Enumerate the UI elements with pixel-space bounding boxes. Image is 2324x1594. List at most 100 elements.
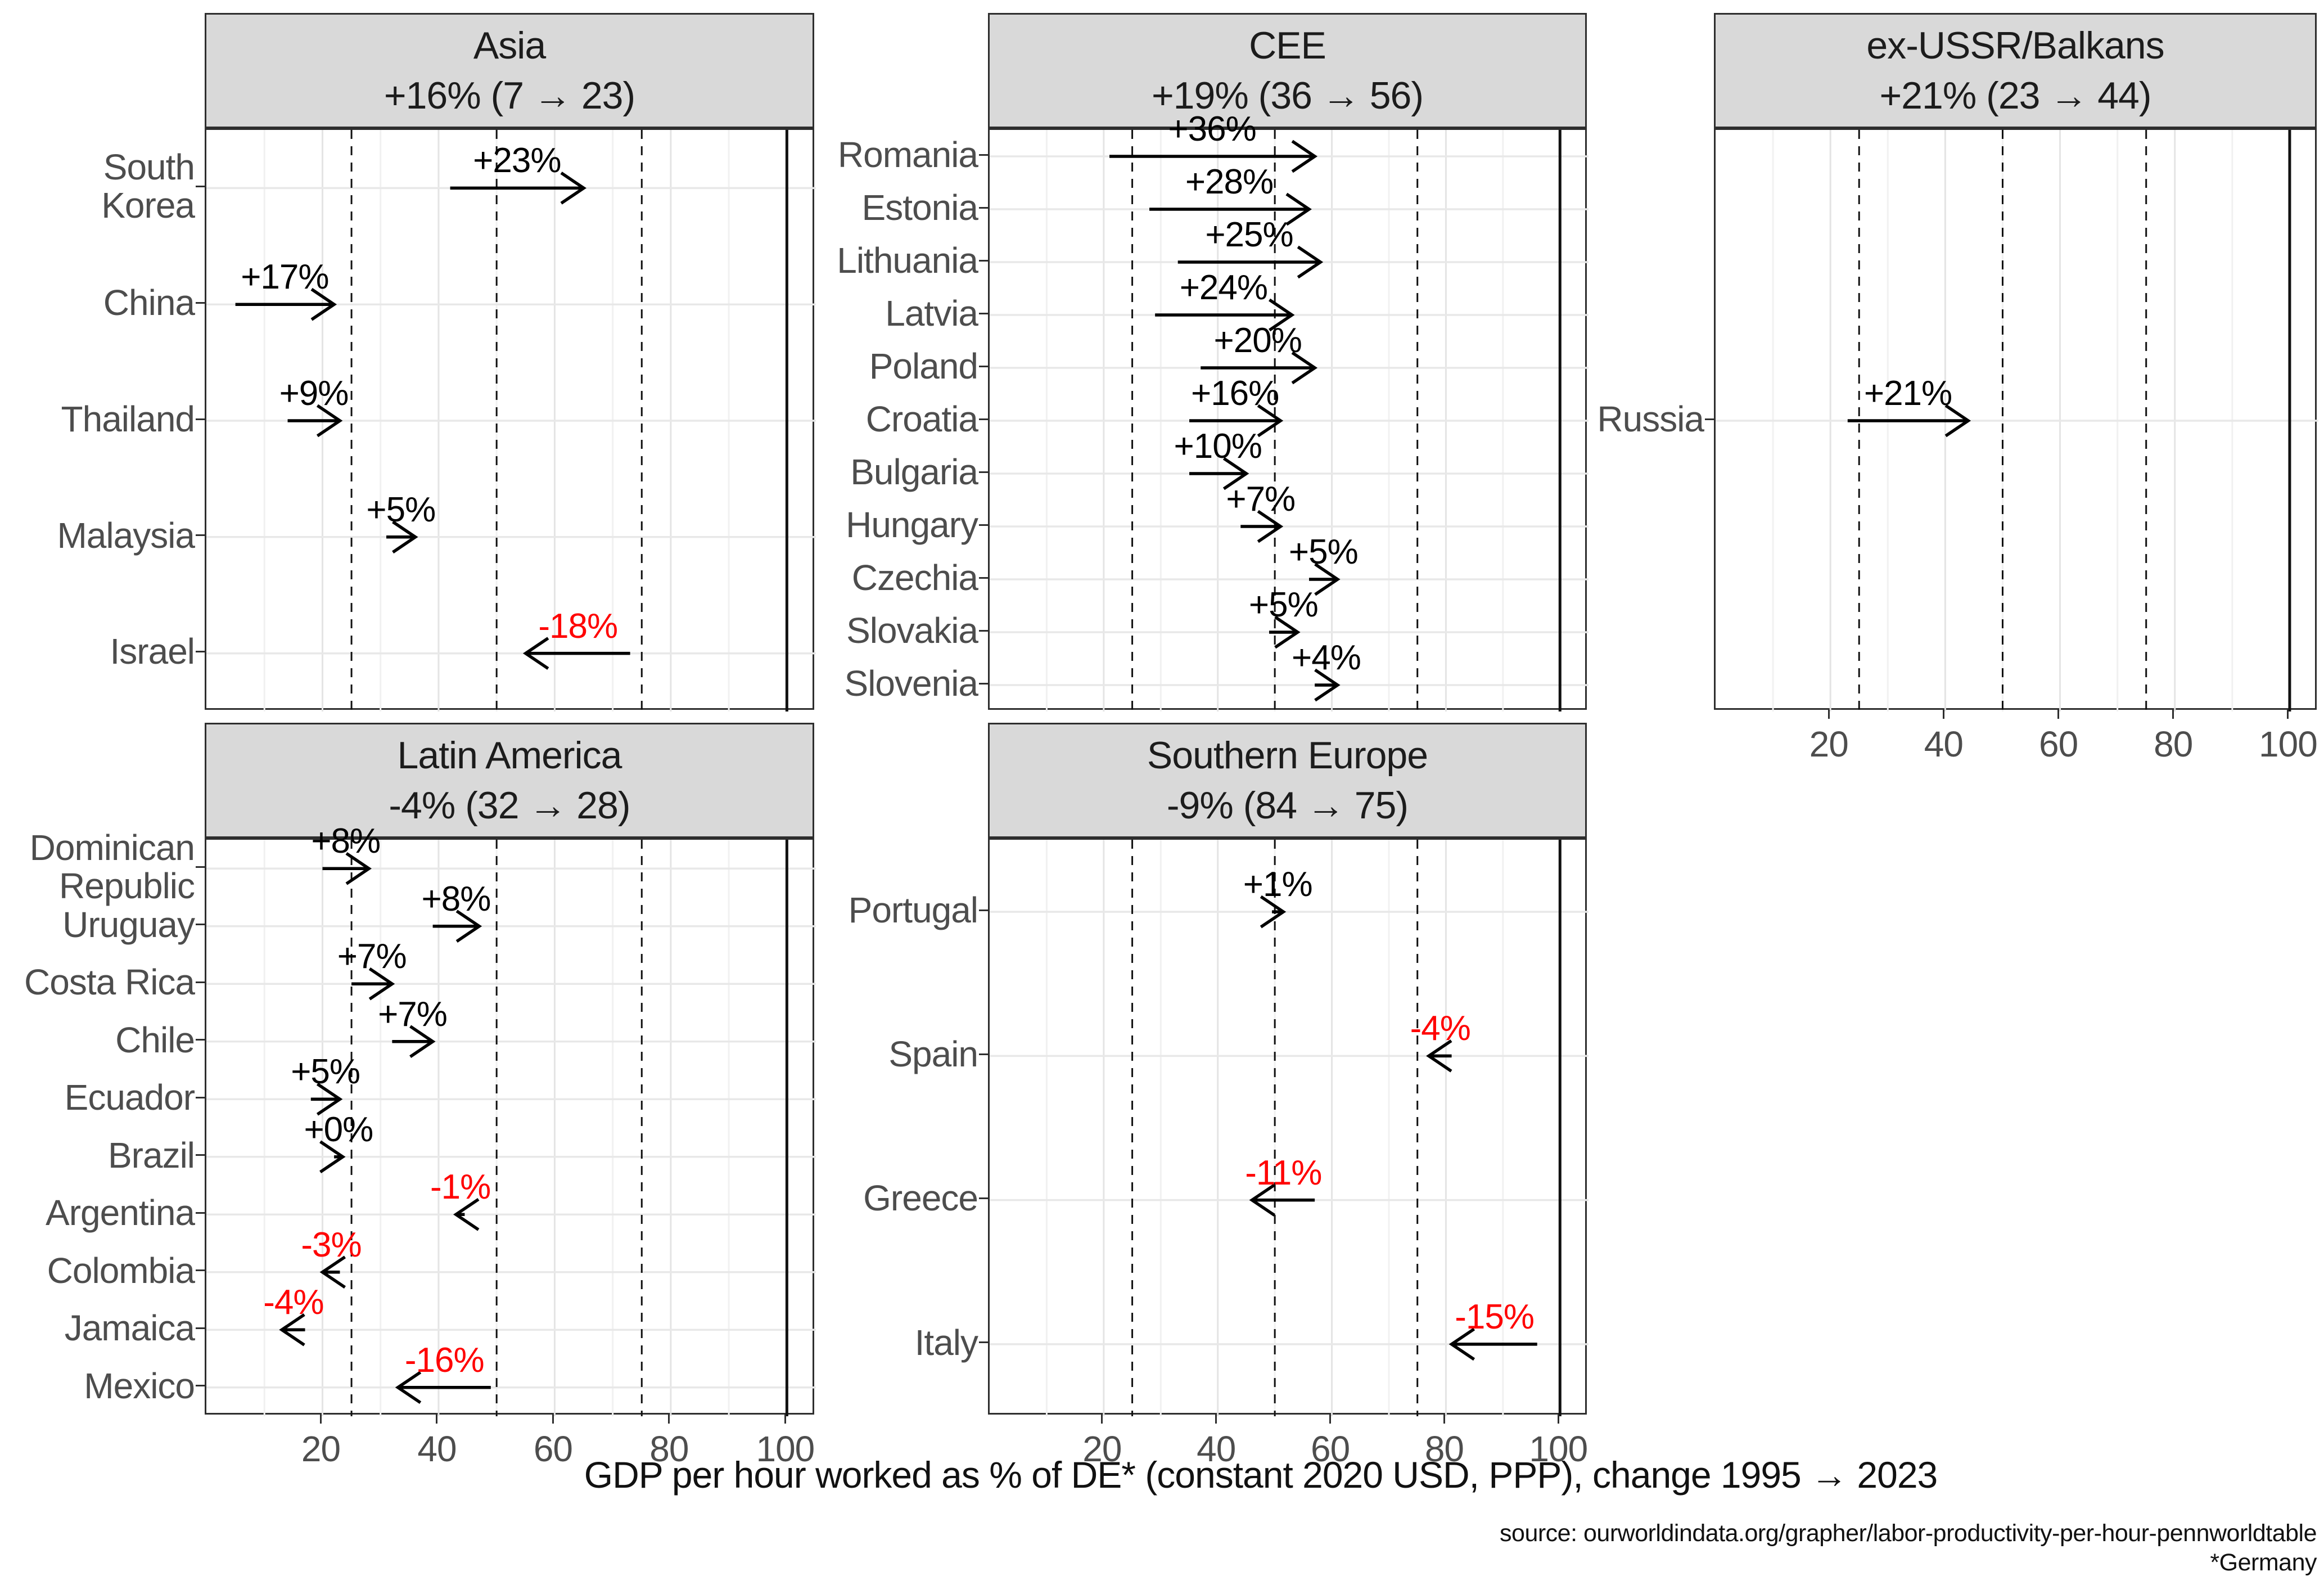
country-row-label: Bulgaria — [850, 451, 978, 492]
facet-strip: Latin America -4% (32 → 28) — [205, 723, 814, 838]
change-label: -18% — [538, 606, 618, 646]
y-tick-mark — [979, 365, 988, 367]
country-row-label: Jamaica — [64, 1308, 195, 1349]
change-label: -15% — [1455, 1297, 1535, 1336]
y-tick-mark — [979, 577, 988, 579]
change-arrow-head — [1297, 245, 1324, 279]
y-tick-mark — [196, 534, 205, 537]
change-label: +7% — [1226, 480, 1296, 519]
change-label: +9% — [279, 374, 349, 413]
y-tick-mark — [979, 909, 988, 911]
country-row-label: Israel — [110, 631, 196, 672]
change-label: -16% — [404, 1340, 485, 1380]
y-tick-mark — [979, 1053, 988, 1055]
y-tick-mark — [196, 924, 205, 926]
change-arrow-head — [279, 1313, 305, 1347]
change-label: +17% — [241, 258, 329, 297]
change-label: -3% — [301, 1225, 362, 1264]
change-label: +8% — [421, 879, 491, 918]
y-tick-mark — [979, 154, 988, 156]
y-tick-mark — [979, 418, 988, 420]
change-arrow-head — [455, 909, 482, 943]
country-row-label: Poland — [869, 345, 978, 386]
country-row-label: Hungary — [846, 504, 978, 545]
change-arrow-head — [319, 1255, 346, 1289]
change-arrow-head — [453, 1197, 480, 1231]
y-tick-mark — [196, 1212, 205, 1214]
country-row-label: Chile — [115, 1019, 195, 1060]
country-row-label: Costa Rica — [24, 962, 195, 1003]
x-tick-mark — [784, 1415, 786, 1424]
country-row-label: Czechia — [851, 557, 978, 598]
x-axis-title: GDP per hour worked as % of DE* (constan… — [584, 1454, 1938, 1496]
change-label: +5% — [291, 1052, 360, 1092]
change-label: +16% — [1190, 374, 1279, 413]
change-arrow-head — [1314, 668, 1341, 702]
y-tick-mark — [196, 981, 205, 983]
facet-strip: ex-USSR/Balkans +21% (23 → 44) — [1714, 13, 2317, 128]
change-arrow-head — [1285, 192, 1312, 226]
x-tick-mark — [1942, 710, 1944, 719]
y-tick-mark — [196, 866, 205, 868]
y-tick-mark — [196, 1269, 205, 1272]
x-tick-mark — [319, 1415, 322, 1424]
x-tick-mark — [436, 1415, 438, 1424]
facet-title: ex-USSR/Balkans — [1866, 24, 2164, 67]
country-row-label: Latvia — [885, 292, 978, 334]
y-tick-mark — [196, 1327, 205, 1329]
country-row-label: China — [103, 282, 195, 323]
country-row-label: Uruguay — [62, 904, 195, 945]
facet-panel: +21% — [1714, 128, 2318, 712]
change-label: +25% — [1205, 215, 1293, 254]
change-label: +24% — [1179, 268, 1268, 307]
change-label: -11% — [1245, 1153, 1322, 1192]
x-tick-label: 100 — [756, 1429, 815, 1469]
change-arrow-head — [1269, 298, 1295, 332]
y-tick-mark — [979, 206, 988, 209]
change-label: -4% — [1410, 1009, 1471, 1048]
facet-panel: +8% +8% +7% +7% +5% +0% -1% -3% -4% -16% — [205, 822, 816, 1416]
x-tick-label: 80 — [2154, 724, 2193, 764]
change-label: +7% — [337, 937, 407, 976]
facet-subtitle: -9% (84 → 75) — [1166, 784, 1409, 827]
country-row-label: Estonia — [861, 187, 978, 228]
change-arrow-head — [345, 852, 372, 885]
country-row-label: Slovakia — [846, 610, 978, 651]
y-tick-mark — [196, 301, 205, 304]
country-row-label: Russia — [1597, 398, 1704, 439]
y-tick-mark — [196, 1039, 205, 1041]
change-arrow-head — [560, 172, 586, 205]
x-tick-label: 20 — [301, 1429, 341, 1469]
country-row-label: Portugal — [848, 889, 978, 930]
country-row-label: Spain — [888, 1034, 978, 1075]
footnote-germany: *Germany — [2210, 1549, 2317, 1576]
change-label: -4% — [263, 1283, 324, 1322]
x-tick-mark — [552, 1415, 554, 1424]
change-label: +5% — [1288, 533, 1359, 571]
change-label: +5% — [1248, 586, 1319, 624]
change-arrow-head — [1944, 404, 1971, 438]
x-tick-mark — [2057, 710, 2060, 719]
change-label: -1% — [430, 1168, 491, 1207]
y-tick-mark — [979, 312, 988, 314]
y-tick-mark — [196, 651, 205, 653]
source-caption: source: ourworldindata.org/grapher/labor… — [1500, 1520, 2317, 1547]
facet-panel: +1% -4% -11% -15% — [988, 838, 1589, 1416]
x-tick-label: 60 — [2038, 724, 2078, 764]
change-arrow-head — [522, 637, 549, 670]
panel-svg — [990, 130, 1589, 712]
x-tick-label: 80 — [649, 1429, 689, 1469]
country-row-label: South Korea — [101, 146, 195, 226]
country-row-label: Croatia — [865, 398, 978, 439]
x-tick-mark — [1329, 1415, 1332, 1424]
x-tick-mark — [2287, 710, 2289, 719]
facet-title: Southern Europe — [1147, 734, 1428, 777]
change-label: +21% — [1863, 374, 1952, 413]
change-arrow-head — [1249, 1183, 1276, 1217]
facet-title: Asia — [473, 24, 546, 67]
x-tick-label: 100 — [1529, 1429, 1588, 1469]
country-row-label: Italy — [914, 1322, 978, 1363]
facet-panel: +36% +28% +25% +24% +20% +16% +10% +7% +5% +5% +4% — [988, 110, 1589, 712]
change-label: +0% — [304, 1110, 373, 1149]
